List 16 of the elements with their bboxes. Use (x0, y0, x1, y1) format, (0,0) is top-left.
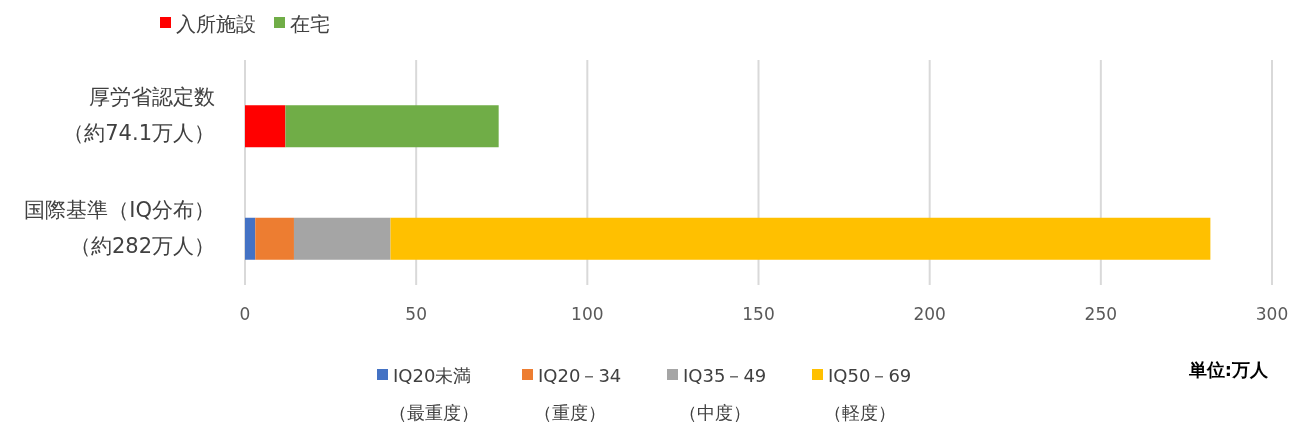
legend-label: 入所施設 (176, 12, 256, 36)
x-tick-label: 200 (913, 304, 946, 324)
x-tick-label: 250 (1084, 304, 1118, 324)
x-tick-label: 300 (1255, 304, 1289, 324)
x-tick-label: 50 (405, 304, 427, 324)
legend-label: IQ35－49（中度） (679, 365, 767, 423)
x-tick-label: 100 (571, 304, 604, 324)
y-tick-label: 国際基準（IQ分布）（約282万人） (24, 197, 215, 258)
x-tick-label: 0 (239, 304, 251, 324)
legend-label: 在宅 (290, 12, 330, 36)
legend-label: IQ20未満（最重度） (389, 365, 479, 423)
text: 単位:万人 (1187, 359, 1269, 380)
x-tick-label: 150 (742, 304, 775, 324)
legend-label: IQ20－34（重度） (534, 365, 622, 423)
y-tick-label: 厚労省認定数（約74.1万人） (63, 85, 215, 146)
legend-label: IQ50－69（軽度） (824, 365, 912, 423)
